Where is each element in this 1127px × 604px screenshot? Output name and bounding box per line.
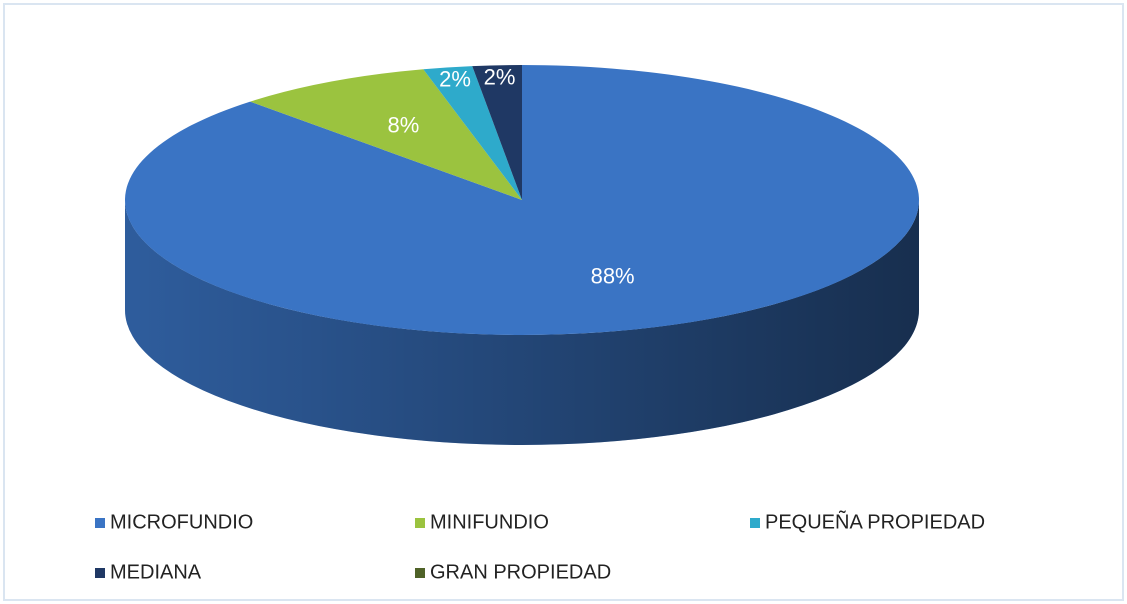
legend-swatch (95, 568, 105, 578)
legend-swatch (415, 568, 425, 578)
legend-label: GRAN PROPIEDAD (430, 561, 611, 583)
legend-swatch (415, 518, 425, 528)
slice-side-shade (125, 200, 919, 445)
legend-label: MINIFUNDIO (430, 511, 549, 533)
value-label: 8% (388, 112, 420, 137)
legend-label: MICROFUNDIO (110, 511, 253, 533)
slice (423, 66, 522, 200)
legend-swatch (95, 518, 105, 528)
legend-label: MEDIANA (110, 561, 202, 583)
value-label: 2% (439, 66, 471, 91)
value-label: 2% (484, 65, 516, 90)
slice (472, 65, 522, 200)
legend-swatch (750, 518, 760, 528)
slice (250, 69, 522, 200)
value-label: 88% (591, 264, 635, 289)
legend-label: PEQUEÑA PROPIEDAD (765, 509, 985, 533)
